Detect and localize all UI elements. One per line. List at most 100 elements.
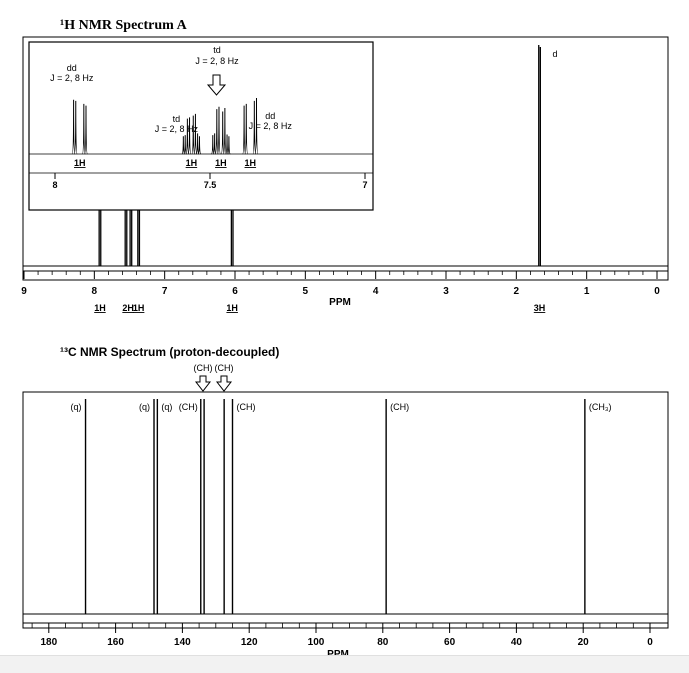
inset-peak-line — [195, 133, 200, 155]
inset-peak-line — [187, 117, 192, 155]
h-integration-label: 1H — [133, 303, 145, 313]
inset-peak-line — [84, 105, 88, 155]
h-peak — [124, 199, 128, 266]
inset-peak-line — [212, 133, 217, 155]
h-tick-label: 4 — [373, 286, 379, 297]
h-tick-label: 7 — [162, 286, 168, 297]
h-tick-label: 8 — [92, 286, 98, 297]
c-tick-label: 40 — [511, 637, 523, 648]
c-arrow-label-2: (CH) — [215, 363, 234, 373]
inset-peak-line — [244, 103, 249, 155]
h-peak-label: d — [553, 49, 558, 59]
inset-peak-line — [191, 115, 196, 155]
h-integrations: 1H 2H 1H 1H 3H — [94, 303, 545, 313]
inset-multiplicity: td — [173, 114, 181, 124]
h-integration-label: 1H — [226, 303, 238, 313]
inset-multiplicity: dd — [67, 63, 77, 73]
c-peak-label: (CH) — [390, 402, 409, 412]
c-tick-label: 140 — [174, 637, 191, 648]
c-arrow-label-1: (CH) — [194, 363, 213, 373]
inset-integration-label: 1H — [74, 158, 86, 168]
inset-multiplicity: dd — [265, 111, 275, 121]
down-arrow-icon — [215, 375, 233, 392]
inset-integration-label: 1H — [245, 158, 257, 168]
inset-multiplet — [242, 97, 259, 155]
c-tick-label: 80 — [377, 637, 389, 648]
window-footer-bar — [0, 655, 689, 673]
inset-peak-line — [210, 135, 215, 155]
h-x-ticks: 9 8 7 6 5 4 3 2 1 0 — [21, 271, 660, 297]
inset-coupling: J = 2, 8 Hz — [155, 124, 199, 134]
inset-peak-line — [227, 136, 231, 155]
h-peak — [129, 204, 133, 266]
inset-multiplet — [181, 113, 202, 155]
c-peak-label: (CH₃) — [589, 402, 612, 412]
c-tick-label: 100 — [308, 637, 325, 648]
h-tick-label: 1 — [584, 286, 590, 297]
c-peak-label: (q) — [161, 402, 172, 412]
c-tick-label: 120 — [241, 637, 258, 648]
inset-top-multiplicity: td — [213, 45, 221, 55]
h-tick-label: 0 — [654, 286, 660, 297]
inset-peak-line — [217, 106, 221, 155]
c-arrow-labels: (CH) (CH) — [194, 363, 234, 392]
inset-frame — [28, 41, 374, 211]
c-spectrum-title: ¹³C NMR Spectrum (proton-decoupled) — [60, 345, 279, 359]
h-tick-label: 5 — [303, 286, 309, 297]
inset-peak-line — [197, 136, 202, 155]
h-tick-label: 2 — [514, 286, 520, 297]
inset-tick-label: 8 — [52, 180, 57, 190]
inset-peak-line — [220, 111, 225, 155]
c-tick-label: 60 — [444, 637, 456, 648]
h-peak — [538, 45, 541, 266]
c-tick-label: 20 — [578, 637, 590, 648]
inset-peak-line — [183, 135, 188, 155]
c-peaks — [84, 399, 586, 614]
inset-tick-label: 7 — [362, 180, 367, 190]
c-plot-frame — [22, 391, 669, 629]
inset-spectrum — [71, 97, 259, 155]
h-x-axis-label: PPM — [329, 297, 351, 308]
inset-peak-line — [242, 105, 246, 155]
c-tick-label: 160 — [107, 637, 124, 648]
inset-peak-line — [73, 100, 78, 155]
h-plot-frame — [22, 36, 669, 281]
c-peak-label: (CH) — [179, 402, 198, 412]
c-x-axis-label: PPM — [327, 649, 349, 660]
c-peak-labels: (q) (q) (q) (CH) (CH) (CH) (CH₃) — [71, 402, 612, 412]
inset-integration-label: 1H — [215, 158, 227, 168]
inset-peak-line — [181, 136, 186, 155]
c-tick-label: 180 — [40, 637, 57, 648]
h-spectrum-title: ¹H NMR Spectrum A — [60, 18, 188, 33]
inset-top-coupling: J = 2, 8 Hz — [195, 56, 239, 66]
inset-peak-line — [225, 134, 229, 155]
down-arrow-icon — [194, 375, 212, 392]
h-tick-label: 3 — [443, 286, 449, 297]
c-peak-label: (q) — [71, 402, 82, 412]
inset-peak-line — [81, 103, 86, 155]
inset-peak-line — [214, 109, 219, 155]
h-peak — [137, 199, 141, 266]
inset-x-ticks: 8 7.5 7 — [52, 173, 368, 190]
inset-tick-label: 7.5 — [204, 180, 217, 190]
h-tick-label: 9 — [21, 286, 27, 297]
inset-integration-label: 1H — [186, 158, 198, 168]
h-integration-label: 2H — [122, 303, 134, 313]
h-integration-label: 1H — [94, 303, 106, 313]
inset-peak-line — [252, 100, 257, 155]
c-peak-label: (q) — [139, 402, 150, 412]
c-spectrum-panel: 180 160 140 120 100 80 60 40 20 0 (q) (q) (q) (CH) (C… — [22, 391, 669, 660]
inset-peak-line — [254, 97, 259, 155]
inset-peak-line — [71, 99, 76, 155]
inset-coupling: J = 2, 8 Hz — [50, 73, 94, 83]
h-tick-label: 6 — [232, 286, 238, 297]
inset-arrow-icon — [206, 74, 227, 96]
inset-peak-line — [185, 118, 190, 155]
inset-peak-line — [222, 107, 227, 155]
down-arrow-icon — [206, 74, 227, 96]
inset-multiplet — [71, 99, 88, 155]
